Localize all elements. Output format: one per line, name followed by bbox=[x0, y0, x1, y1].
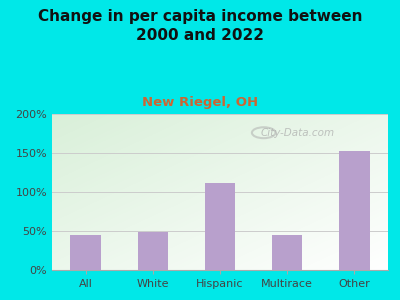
Bar bbox=[339, 151, 370, 270]
Bar bbox=[138, 232, 168, 270]
Text: Change in per capita income between
2000 and 2022: Change in per capita income between 2000… bbox=[38, 9, 362, 43]
Bar bbox=[70, 235, 101, 270]
Bar bbox=[272, 235, 302, 270]
Bar bbox=[205, 183, 235, 270]
Text: City-Data.com: City-Data.com bbox=[260, 128, 334, 138]
Text: New Riegel, OH: New Riegel, OH bbox=[142, 96, 258, 109]
